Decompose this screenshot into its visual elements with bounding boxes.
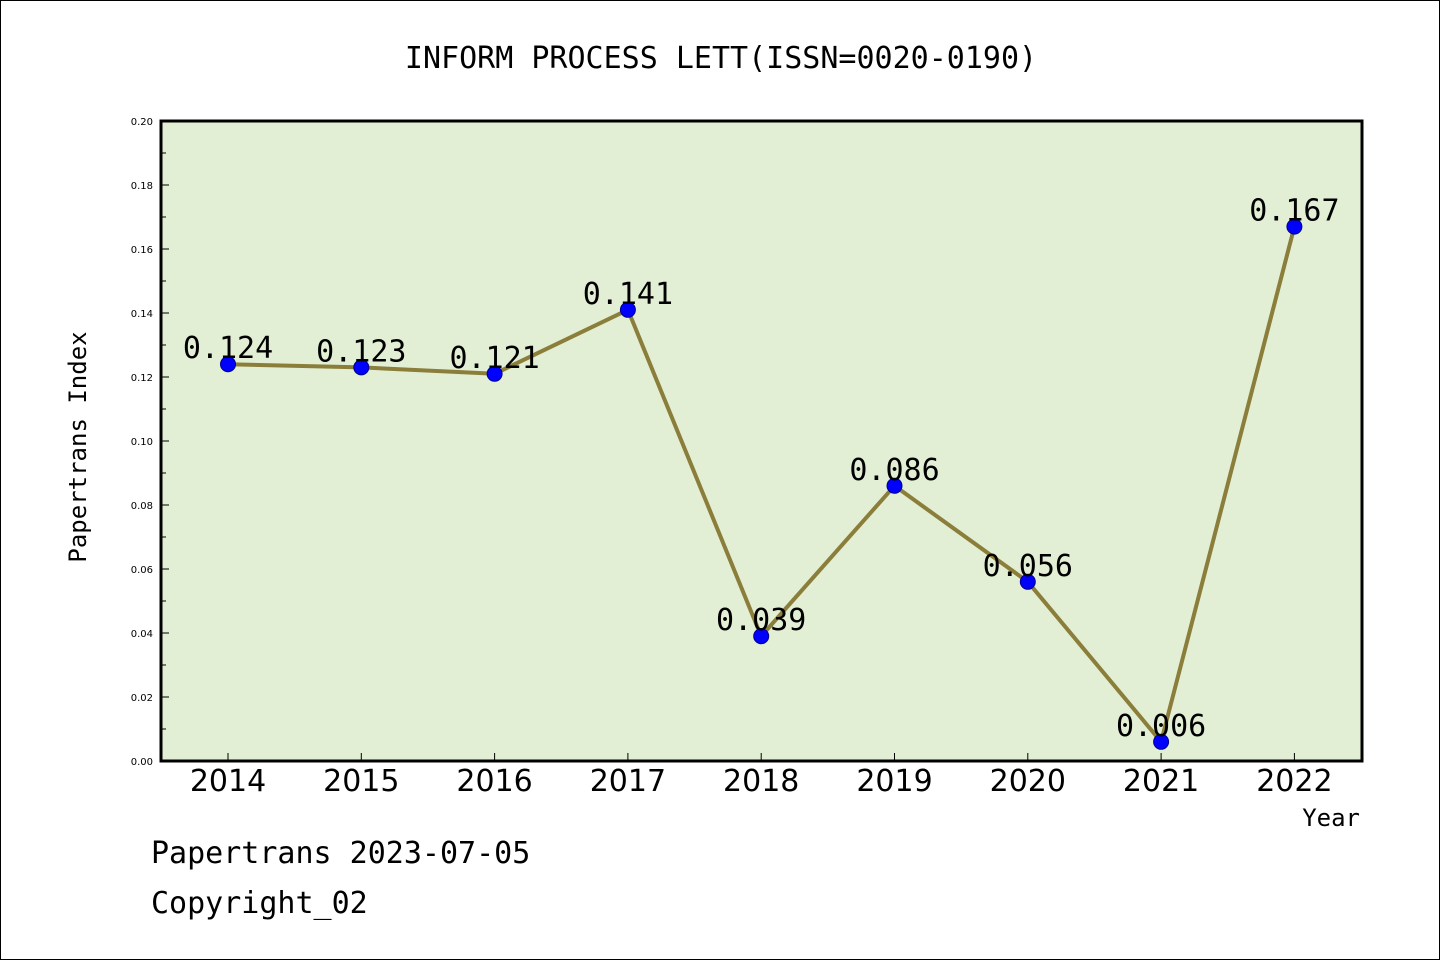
- x-tick-label: 2016: [456, 764, 532, 799]
- data-label: 0.124: [183, 331, 273, 366]
- data-label: 0.121: [449, 341, 539, 376]
- data-point: [619, 301, 636, 318]
- x-tick-label: 2022: [1256, 764, 1332, 799]
- series-0: 0.124 0.123 0.121 0.141 0.039 0.086 0.056 0.006…: [183, 194, 1340, 750]
- y-axis: 0.00 0.02 0.04 0.06 0.08 0.10 0.12 0.14 0.16 0.18…: [131, 117, 169, 768]
- x-axis: 2014 2015 2016 2017 2018 2019 2020 2021 2022: [190, 753, 1333, 799]
- data-label: 0.056: [983, 549, 1073, 584]
- y-tick-label: 0.16: [131, 245, 153, 256]
- data-label: 0.141: [583, 277, 673, 312]
- x-tick-label: 2018: [723, 764, 799, 799]
- x-tick-label: 2014: [190, 764, 266, 799]
- y-tick-label: 0.04: [131, 629, 153, 640]
- x-tick-label: 2020: [990, 764, 1066, 799]
- data-point: [753, 628, 770, 645]
- data-point: [1019, 573, 1036, 590]
- data-label: 0.167: [1249, 194, 1339, 229]
- x-axis-label: Year: [1302, 804, 1360, 832]
- y-tick-label: 0.08: [131, 501, 153, 512]
- footer-date: Papertrans 2023-07-05: [151, 836, 531, 871]
- data-point: [486, 365, 503, 382]
- data-label: 0.086: [849, 453, 939, 488]
- data-point: [1153, 733, 1170, 750]
- y-tick-label: 0.14: [131, 309, 153, 320]
- y-axis-label: Papertrans Index: [64, 331, 92, 562]
- y-tick-label: 0.06: [131, 565, 153, 576]
- data-point: [886, 477, 903, 494]
- y-tick-label: 0.18: [131, 181, 153, 192]
- data-label: 0.039: [716, 603, 806, 638]
- data-label: 0.123: [316, 334, 406, 369]
- x-tick-label: 2021: [1123, 764, 1199, 799]
- y-tick-label: 0.02: [131, 693, 153, 704]
- y-tick-label: 0.10: [131, 437, 153, 448]
- x-tick-label: 2015: [323, 764, 399, 799]
- x-tick-label: 2019: [856, 764, 932, 799]
- plot-area: [159, 119, 1364, 763]
- data-point: [353, 359, 370, 376]
- data-point: [1286, 218, 1303, 235]
- y-tick-label: 0.12: [131, 373, 153, 384]
- x-tick-label: 2017: [590, 764, 666, 799]
- y-tick-label: 0.00: [131, 757, 153, 768]
- data-label: 0.006: [1116, 709, 1206, 744]
- y-tick-label: 0.20: [131, 117, 153, 128]
- footer-copyright: Copyright_02: [151, 886, 368, 921]
- data-point: [220, 356, 236, 373]
- chart-title: INFORM PROCESS LETT(ISSN=0020-0190): [405, 41, 1037, 76]
